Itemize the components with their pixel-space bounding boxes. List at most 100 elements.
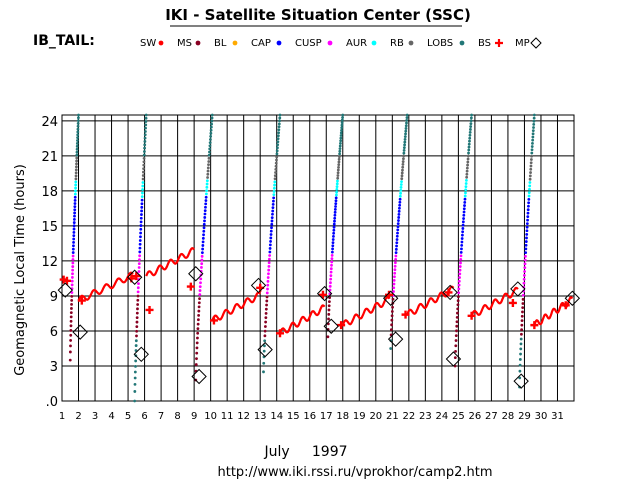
rise-point bbox=[402, 146, 406, 150]
rise-point bbox=[133, 399, 137, 403]
bow-shock-marker bbox=[186, 282, 195, 291]
rise-point bbox=[521, 302, 525, 305]
rise-point bbox=[209, 135, 213, 138]
rise-point bbox=[340, 126, 344, 130]
rise-point bbox=[327, 312, 331, 316]
rise-point bbox=[263, 344, 266, 348]
rise-point bbox=[73, 211, 77, 215]
rise-point bbox=[532, 126, 535, 129]
rise-point bbox=[532, 116, 536, 120]
rise-point bbox=[71, 247, 75, 251]
magnetopause-marker bbox=[387, 331, 404, 347]
rise-point bbox=[140, 198, 144, 202]
rise-point bbox=[469, 116, 473, 120]
rise-point bbox=[141, 191, 144, 195]
rise-point bbox=[72, 230, 76, 234]
rise-point bbox=[264, 316, 268, 320]
rise-point bbox=[262, 361, 266, 365]
rise-point bbox=[144, 130, 147, 133]
legend-marker-dot bbox=[276, 40, 282, 46]
rise-point bbox=[331, 247, 334, 251]
rise-point bbox=[142, 163, 146, 167]
rise-point bbox=[394, 251, 398, 255]
rise-point bbox=[264, 307, 268, 311]
rise-point bbox=[524, 240, 528, 243]
rise-point bbox=[405, 121, 408, 125]
rise-point bbox=[394, 254, 398, 258]
rise-point bbox=[74, 180, 78, 184]
rise-point bbox=[144, 126, 147, 130]
rise-point bbox=[76, 122, 80, 125]
rise-point bbox=[402, 154, 406, 158]
rise-point bbox=[204, 199, 208, 202]
rise-point bbox=[529, 161, 533, 165]
rise-point bbox=[520, 323, 524, 327]
rise-point bbox=[394, 247, 398, 251]
rise-point bbox=[404, 124, 408, 128]
rise-point bbox=[72, 217, 76, 221]
rise-point bbox=[398, 194, 402, 198]
magnetopause-marker bbox=[257, 341, 273, 358]
rise-point bbox=[72, 240, 75, 244]
rise-point bbox=[454, 344, 458, 348]
rise-point bbox=[74, 189, 77, 193]
rise-point bbox=[265, 295, 269, 299]
rise-point bbox=[69, 319, 73, 323]
rise-point bbox=[264, 320, 268, 324]
rise-point bbox=[456, 295, 460, 299]
rise-point bbox=[134, 364, 137, 368]
rise-point bbox=[526, 208, 530, 212]
x-tick-label: 3 bbox=[92, 411, 98, 422]
rise-point bbox=[276, 134, 280, 138]
rise-point bbox=[339, 131, 343, 135]
rise-point bbox=[143, 150, 146, 153]
rise-point bbox=[457, 279, 461, 283]
rise-point bbox=[400, 177, 404, 181]
rise-point bbox=[404, 129, 408, 133]
rise-point bbox=[329, 267, 333, 271]
legend-marker-dot bbox=[327, 40, 333, 46]
bow-shock-marker bbox=[77, 296, 86, 305]
bow-shock-marker bbox=[561, 301, 570, 310]
rise-point bbox=[402, 157, 405, 161]
rise-point bbox=[459, 254, 463, 258]
rise-point bbox=[263, 334, 267, 338]
rise-point bbox=[468, 139, 471, 143]
rise-point bbox=[72, 227, 76, 231]
rise-point bbox=[457, 287, 461, 291]
rise-point bbox=[141, 174, 145, 177]
rise-point bbox=[136, 303, 140, 306]
rise-point bbox=[201, 244, 205, 247]
y-axis-label: Geomagnetic Local Time (hours) bbox=[13, 164, 28, 376]
rise-point bbox=[341, 113, 345, 117]
rise-point bbox=[462, 213, 466, 217]
x-tick-label: 24 bbox=[436, 411, 449, 422]
rise-point bbox=[135, 329, 139, 333]
magnetopause-marker bbox=[382, 290, 399, 306]
rise-point bbox=[200, 262, 204, 266]
rise-point bbox=[69, 324, 73, 328]
rise-point bbox=[133, 390, 137, 393]
rise-point bbox=[199, 277, 203, 281]
rise-point bbox=[76, 136, 79, 140]
rise-point bbox=[521, 310, 524, 314]
rise-point bbox=[469, 122, 473, 126]
rise-point bbox=[205, 182, 209, 186]
rise-point bbox=[143, 143, 147, 147]
legend-label: MP bbox=[515, 38, 530, 49]
rise-point bbox=[340, 123, 344, 127]
rise-point bbox=[457, 283, 461, 287]
rise-point bbox=[391, 305, 394, 309]
rise-point bbox=[329, 281, 332, 285]
rise-point bbox=[462, 207, 466, 211]
rise-point bbox=[456, 311, 459, 315]
rise-point bbox=[272, 199, 275, 203]
rise-point bbox=[402, 151, 406, 155]
rise-point bbox=[398, 206, 401, 210]
rise-point bbox=[200, 251, 204, 255]
rise-point bbox=[196, 336, 199, 340]
y-tick-label: 18 bbox=[41, 185, 58, 200]
rise-point bbox=[202, 226, 206, 230]
rise-point bbox=[337, 155, 341, 158]
rise-point bbox=[460, 233, 464, 237]
